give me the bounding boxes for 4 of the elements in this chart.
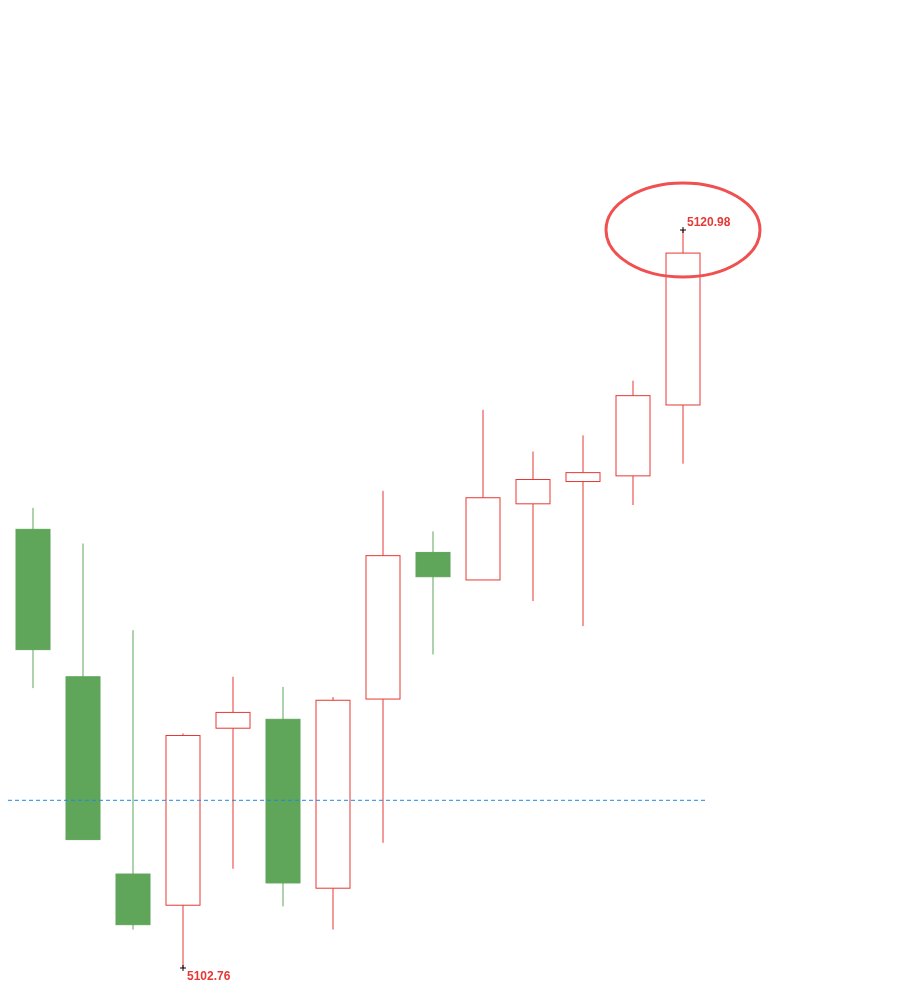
candlestick [215, 676, 251, 870]
text: 5102.76 [187, 969, 231, 983]
candlestick [565, 434, 601, 627]
text: 5120.98 [687, 215, 731, 229]
